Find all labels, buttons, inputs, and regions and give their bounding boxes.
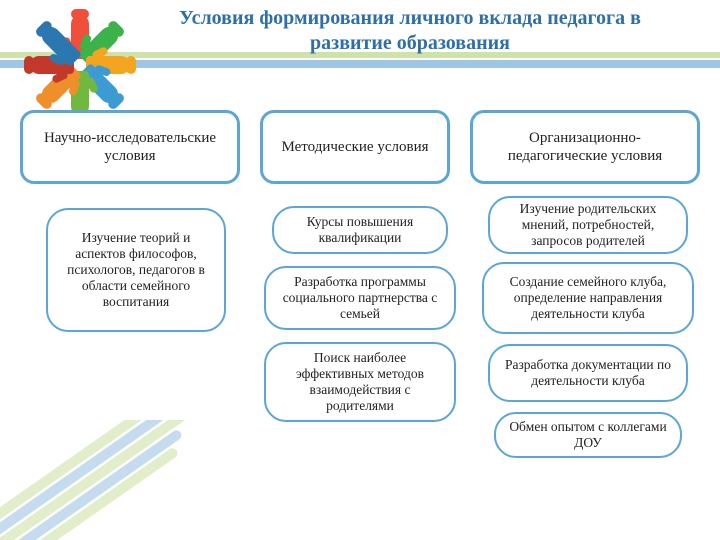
item-text: Поиск наиболее эффективных методов взаим…	[274, 350, 446, 415]
slide-title: Условия формирования личного вклада педа…	[160, 6, 660, 56]
item-org-1: Создание семейного клуба, определение на…	[482, 262, 694, 334]
item-text: Изучение родительских мнений, потребност…	[498, 201, 678, 250]
item-method-2: Поиск наиболее эффективных методов взаим…	[264, 342, 456, 422]
item-text: Разработка документации по деятельности …	[498, 357, 678, 389]
category-label: Научно-исследовательские условия	[31, 129, 229, 165]
item-org-3: Обмен опытом с коллегами ДОУ	[494, 412, 682, 458]
item-org-2: Разработка документации по деятельности …	[488, 344, 688, 402]
item-text: Создание семейного клуба, определение на…	[492, 274, 684, 323]
item-text: Обмен опытом с коллегами ДОУ	[504, 419, 672, 451]
category-org: Организационно-педагогические условия	[470, 110, 700, 184]
decor-stripe	[0, 420, 187, 540]
item-research-0: Изучение теорий и аспектов философов, пс…	[46, 208, 226, 332]
item-text: Разработка программы социального партнер…	[274, 274, 446, 323]
item-text: Изучение теорий и аспектов философов, пс…	[56, 230, 216, 311]
corner-decor	[0, 420, 220, 540]
category-method: Методические условия	[260, 110, 450, 184]
category-label: Методические условия	[282, 138, 429, 156]
item-text: Курсы повышения квалификации	[282, 214, 438, 246]
slide-title-text: Условия формирования личного вклада педа…	[179, 7, 641, 54]
item-method-0: Курсы повышения квалификации	[272, 206, 448, 254]
category-research: Научно-исследовательские условия	[20, 110, 240, 184]
category-label: Организационно-педагогические условия	[481, 129, 689, 165]
item-org-0: Изучение родительских мнений, потребност…	[488, 196, 688, 254]
logo-hands	[25, 10, 135, 120]
item-method-1: Разработка программы социального партнер…	[264, 266, 456, 330]
